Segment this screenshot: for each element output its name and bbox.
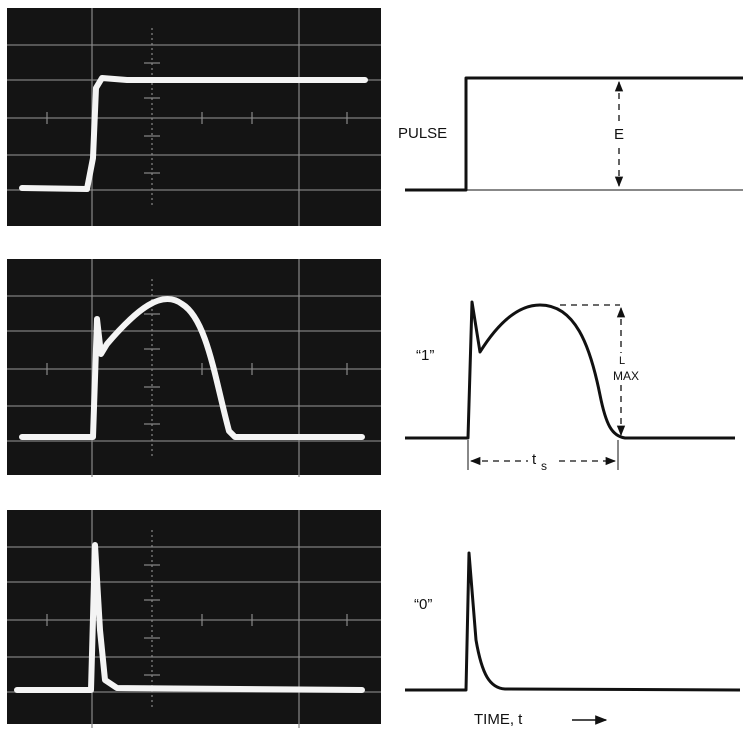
one-waveform: L MAX t s “1”: [405, 300, 735, 474]
zero-waveform: “0” TIME, t: [405, 551, 741, 728]
pulse-label: PULSE: [398, 125, 447, 142]
ts-label: t: [532, 451, 537, 468]
zero-label: “0”: [414, 596, 432, 613]
scope-photo-pulse: [6, 7, 382, 227]
scope-photo-one: [6, 258, 382, 478]
amplitude-label: E: [614, 126, 624, 143]
scope-photo-zero: [6, 509, 382, 729]
time-axis-label: TIME, t: [474, 711, 523, 728]
pulse-waveform: PULSE E: [398, 76, 743, 192]
max-label-l: L: [619, 355, 625, 367]
max-label-max: MAX: [613, 369, 639, 383]
one-label: “1”: [416, 347, 434, 364]
ts-subscript: s: [541, 459, 547, 473]
